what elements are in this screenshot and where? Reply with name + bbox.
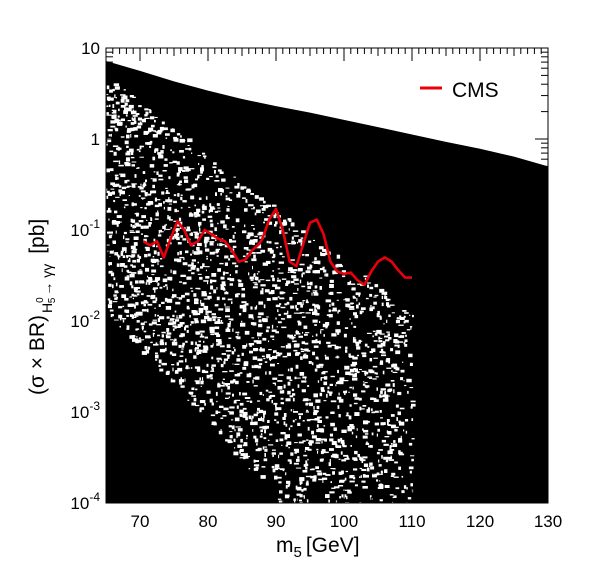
- legend-label-cms: CMS: [452, 79, 499, 102]
- x-tick-label: 70: [131, 512, 150, 531]
- scan-sparse-speckle: [106, 83, 416, 506]
- legend: CMS: [420, 79, 499, 102]
- x-tick-label: 110: [398, 512, 425, 531]
- plot-frame: [105, 47, 549, 504]
- cms-limit-layer: [142, 207, 412, 287]
- x-tick-label: 100: [330, 512, 358, 531]
- x-tick-label: 120: [466, 512, 494, 531]
- y-tick-label: 1: [91, 130, 100, 149]
- x-tick-label: 130: [534, 512, 562, 531]
- x-axis-title: m5 [GeV]: [276, 534, 360, 561]
- svg-text:(σ × BR)H05→ γγ[pb]: (σ × BR)H05→ γγ[pb]: [26, 219, 58, 395]
- cms-limit-line: [142, 207, 412, 287]
- y-tick-label: 10-4: [70, 490, 100, 513]
- y-tick-label: 10-3: [70, 399, 100, 422]
- y-axis-title: (σ × BR)H05→ γγ[pb]: [26, 219, 58, 395]
- y-tick-labels: 10-4 10-3 10-2 10-1 1 10: [70, 39, 100, 513]
- y-tick-label: 10-1: [70, 217, 100, 240]
- y-tick-label: 10: [81, 39, 100, 58]
- x-tick-labels: 70 80 90 100 110 120 130: [131, 512, 563, 531]
- x-tick-label: 90: [267, 512, 286, 531]
- x-tick-label: 80: [199, 512, 218, 531]
- y-tick-label: 10-2: [70, 308, 100, 331]
